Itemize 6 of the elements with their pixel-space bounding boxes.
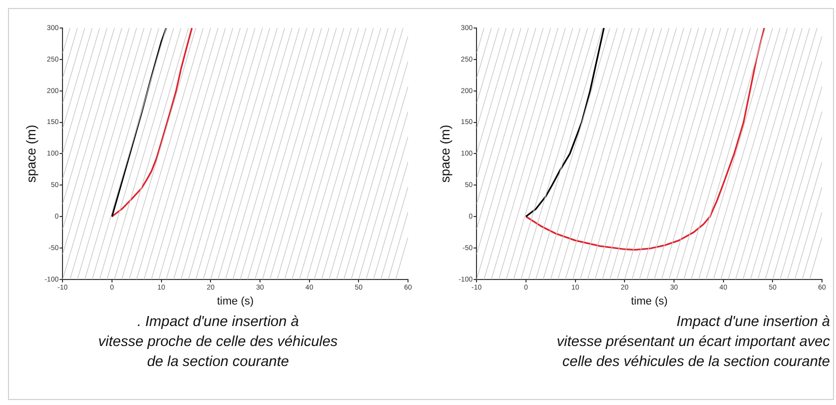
x-axis-title: time (s)	[216, 295, 254, 308]
y-axis-title: space (m)	[23, 124, 38, 183]
text: Impact d'une insertion à vitesse présentant un écart important avec celle des véhicules de la section courante	[556, 313, 830, 372]
x-axis-title: time (s)	[630, 295, 668, 308]
y-axis-title: space (m)	[437, 124, 452, 183]
text: . Impact d'une insertion à vitesse proche de celle des véhicules de la section courante	[97, 313, 339, 372]
